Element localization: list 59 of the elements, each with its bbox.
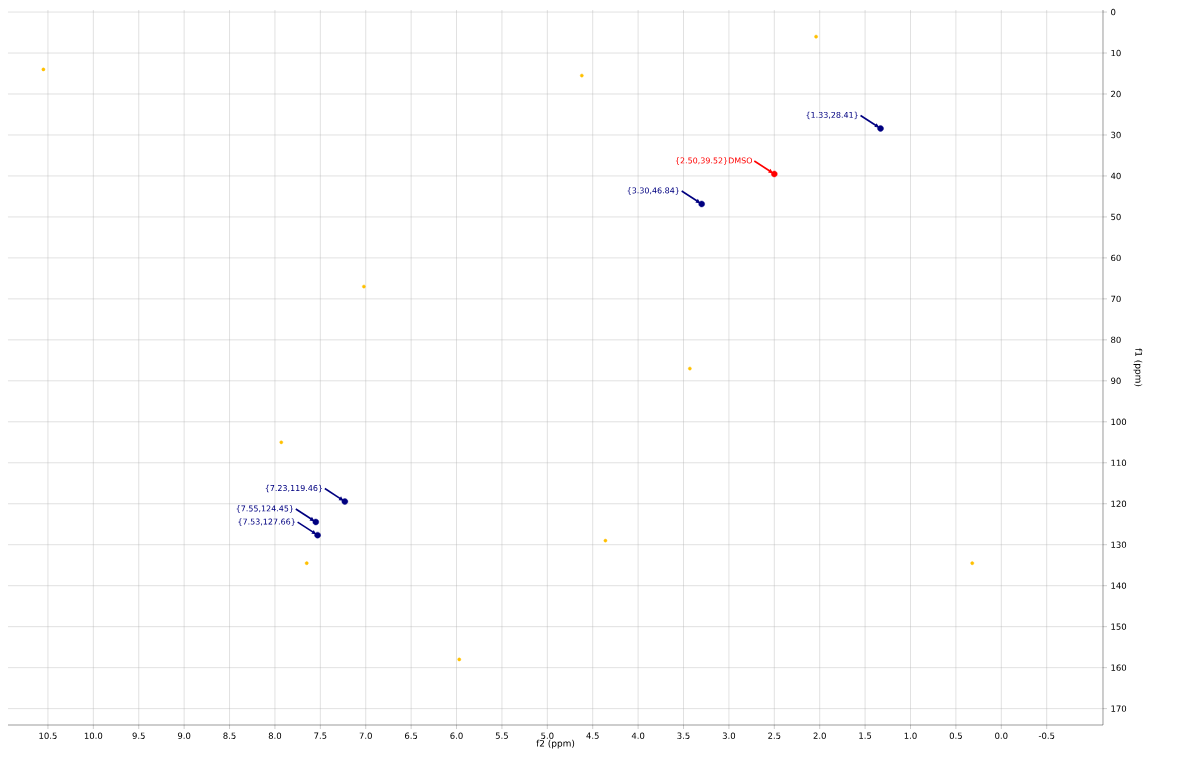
x-tick-label: 3.5 (677, 732, 690, 739)
y-tick-label: 50 (1111, 213, 1121, 221)
x-tick-label: 10.0 (84, 732, 103, 739)
x-tick-label: 1.5 (859, 732, 872, 739)
x-tick-label: 2.5 (768, 732, 781, 739)
x-tick-label: 8.0 (268, 732, 282, 739)
x-tick-label: -0.5 (1038, 732, 1055, 739)
point (314, 531, 321, 539)
point (580, 73, 584, 78)
x-tick-label: 9.0 (177, 732, 191, 739)
x-tick-label: 6.0 (450, 732, 463, 739)
x-tick-label: 5.0 (541, 732, 554, 739)
point (362, 284, 366, 289)
point (41, 67, 46, 72)
y-tick-label: 40 (1110, 172, 1121, 180)
y-tick-label: 90 (1111, 377, 1121, 385)
x-tick-label: 5.5 (495, 732, 508, 739)
x-tick-label: 6.5 (404, 732, 418, 739)
point (279, 440, 284, 445)
y-tick-label: 170 (1111, 705, 1127, 712)
y-tick-label: 30 (1111, 131, 1121, 139)
y-tick-label: 0 (1111, 8, 1116, 16)
x-tick-label: 10.5 (39, 732, 57, 739)
point (304, 561, 309, 565)
point (688, 366, 692, 371)
x-tick-label: 1.0 (904, 732, 917, 739)
x-tick-label: 7.0 (359, 732, 372, 739)
y-tick-label: 110 (1111, 459, 1127, 466)
x-tick-label: 4.0 (631, 732, 645, 739)
x-axis-title: f2 (ppm) (536, 739, 575, 749)
point (698, 200, 705, 208)
y-tick-label: 70 (1111, 295, 1121, 303)
point (814, 34, 818, 39)
y-tick-label: 60 (1111, 254, 1121, 262)
point (603, 538, 608, 543)
y-axis-title: f1 (ppm) (1133, 348, 1143, 387)
y-tick-label: 120 (1111, 500, 1127, 507)
x-tick-label: 4.5 (586, 732, 599, 739)
x-tick-label: 9.5 (132, 732, 145, 739)
point (457, 657, 462, 662)
point (970, 561, 975, 565)
y-tick-label: 10 (1111, 49, 1121, 57)
point (771, 170, 778, 178)
y-tick-label: 130 (1111, 541, 1127, 548)
x-tick-label: 7.5 (314, 732, 327, 739)
x-tick-label: 3.0 (722, 732, 736, 739)
y-tick-label: 100 (1111, 418, 1127, 425)
y-tick-label: 20 (1111, 90, 1121, 98)
y-tick-label: 150 (1111, 623, 1127, 630)
point (877, 125, 884, 132)
y-tick-label: 160 (1111, 664, 1127, 671)
point (312, 518, 319, 526)
y-tick-label: 80 (1111, 336, 1121, 344)
x-tick-label: 0.0 (995, 732, 1008, 739)
x-tick-label: 2.0 (813, 732, 826, 739)
y-tick-label: 140 (1111, 582, 1127, 589)
x-tick-label: 0.5 (949, 732, 962, 739)
point (341, 498, 349, 505)
x-tick-label: 8.5 (223, 732, 236, 739)
